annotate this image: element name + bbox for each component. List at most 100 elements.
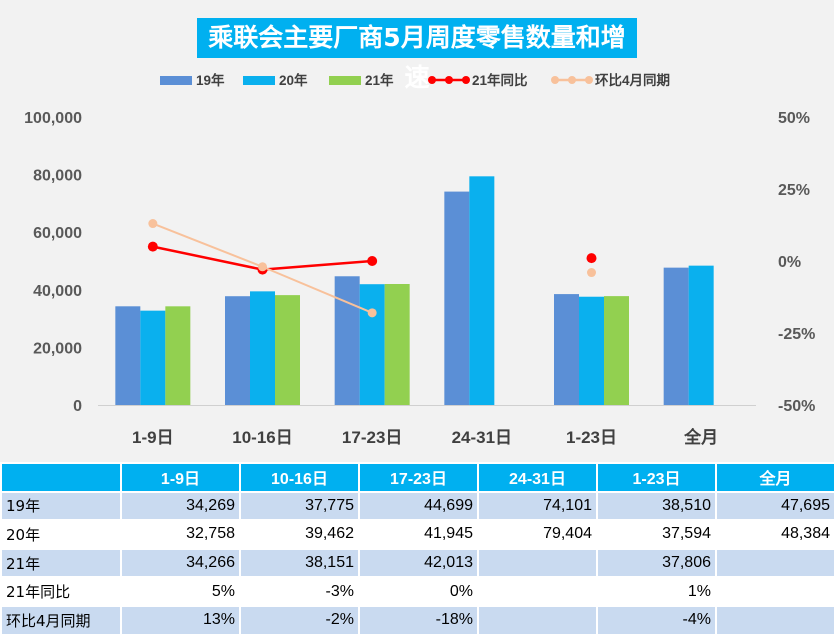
- table-row: 21年 34,266 38,151 42,013 37,806: [0, 547, 834, 579]
- y-tick-label-left: 40,000: [33, 283, 82, 300]
- bar-19年: [444, 191, 470, 405]
- table-cell: 74,101: [477, 490, 598, 522]
- y-axis-left: 0 20,000 40,000 60,000 80,000 100,000: [24, 110, 82, 415]
- legend-swatch: [243, 76, 275, 85]
- bar-20年: [579, 296, 604, 405]
- bar-21年: [604, 296, 629, 405]
- chart-title: 乘联会主要厂商5月周度零售数量和增速: [197, 18, 637, 92]
- table-cell: 37,806: [596, 547, 717, 579]
- line-point-环比4月同期: [148, 219, 158, 229]
- table-row: 19年 34,269 37,775 44,699 74,101 38,510 4…: [0, 490, 834, 522]
- x-tick-label: 17-23日: [342, 428, 402, 447]
- row-label: 20年: [0, 519, 122, 550]
- table-row: 21年同比 5% -3% 0% 1%: [0, 576, 834, 607]
- row-label: 19年: [0, 490, 122, 522]
- table-header: 全月: [715, 462, 834, 493]
- bar-21年: [165, 306, 191, 405]
- data-table: 1-9日 10-16日 17-23日 24-31日 1-23日 全月 19年 3…: [0, 462, 834, 636]
- legend-swatch-marker: [551, 76, 559, 84]
- line-point-21年同比: [367, 256, 378, 266]
- bar-20年: [140, 310, 166, 405]
- table-header: 24-31日: [477, 462, 598, 493]
- x-tick-label: 10-16日: [232, 428, 292, 447]
- line-point-21年同比: [586, 253, 597, 264]
- x-tick-label: 1-23日: [566, 428, 617, 447]
- table-cell: 79,404: [477, 519, 598, 550]
- table-header: 1-9日: [120, 462, 241, 493]
- table-cell: 38,510: [596, 490, 717, 522]
- legend-label: 20年: [279, 72, 308, 88]
- table-cell: [477, 547, 598, 579]
- bar-19年: [334, 276, 360, 405]
- table-cell: 0%: [358, 576, 479, 607]
- line-point-21年同比: [147, 241, 158, 252]
- bar-21年: [384, 284, 410, 405]
- legend-swatch-marker: [462, 76, 470, 84]
- table-cell: [715, 547, 834, 579]
- x-axis-labels: 1-9日 10-16日 17-23日 24-31日 1-23日 全月: [132, 427, 718, 447]
- legend-label: 环比4月同期: [595, 72, 670, 88]
- table-corner: [0, 462, 122, 493]
- table-cell: -2%: [239, 604, 360, 636]
- table-cell: 13%: [120, 604, 241, 636]
- table-row: 20年 32,758 39,462 41,945 79,404 37,594 4…: [0, 519, 834, 550]
- y-tick-label-right: 25%: [778, 182, 810, 199]
- table-cell: 38,151: [239, 547, 360, 579]
- line-segment-环比4月同期: [152, 222, 263, 268]
- table-cell: 47,695: [715, 490, 834, 522]
- y-tick-label-right: 50%: [778, 110, 810, 127]
- bar-20年: [688, 265, 714, 405]
- legend-label: 21年: [365, 72, 394, 88]
- line-segment-21年同比: [152, 245, 263, 271]
- legend-swatch-marker: [585, 76, 593, 84]
- row-label: 21年同比: [0, 576, 122, 607]
- row-label: 环比4月同期: [0, 604, 122, 636]
- table-cell: [477, 576, 598, 607]
- bar-19年: [115, 306, 141, 405]
- y-tick-label-left: 0: [73, 398, 82, 415]
- bar-20年: [359, 284, 385, 405]
- bar-21年: [275, 295, 300, 405]
- bars: [115, 176, 714, 405]
- legend-swatch-marker: [445, 76, 453, 84]
- table-cell: 32,758: [120, 519, 241, 550]
- table-cell: 34,269: [120, 490, 241, 522]
- table-header-row: 1-9日 10-16日 17-23日 24-31日 1-23日 全月: [0, 462, 834, 493]
- table-cell: 41,945: [358, 519, 479, 550]
- table-header: 10-16日: [239, 462, 360, 493]
- legend-label: 19年: [196, 72, 225, 88]
- y-tick-label-right: -25%: [778, 326, 815, 343]
- table-cell: 5%: [120, 576, 241, 607]
- table-cell: -4%: [596, 604, 717, 636]
- line-segment-环比4月同期: [262, 265, 373, 314]
- table-header: 17-23日: [358, 462, 479, 493]
- y-tick-label-left: 100,000: [24, 110, 82, 127]
- line-point-环比4月同期: [367, 308, 377, 318]
- x-tick-label: 1-9日: [132, 428, 174, 447]
- table-cell: 37,594: [596, 519, 717, 550]
- x-tick-label: 24-31日: [452, 428, 512, 447]
- table-cell: -18%: [358, 604, 479, 636]
- row-label: 21年: [0, 547, 122, 579]
- table-cell: 34,266: [120, 547, 241, 579]
- table-cell: 39,462: [239, 519, 360, 550]
- bar-20年: [469, 176, 495, 405]
- table-header: 1-23日: [596, 462, 717, 493]
- legend-swatch: [160, 76, 192, 85]
- table-cell: 44,699: [358, 490, 479, 522]
- table-cell: 48,384: [715, 519, 834, 550]
- legend-swatch: [329, 76, 361, 85]
- chart-area: 乘联会主要厂商5月周度零售数量和增速 19年 20年 21年 21年同比 环比4月同期 …: [0, 0, 834, 462]
- table-cell: [715, 604, 834, 636]
- legend-swatch-marker: [568, 76, 576, 84]
- line-segment-21年同比: [262, 259, 373, 271]
- bar-19年: [554, 294, 579, 405]
- table-cell: -3%: [239, 576, 360, 607]
- legend: 19年 20年 21年 21年同比 环比4月同期: [160, 72, 670, 88]
- table-cell: [477, 604, 598, 636]
- chart-svg: 19年 20年 21年 21年同比 环比4月同期 0 20,000 40,000 60,000…: [24, 72, 815, 447]
- y-tick-label-left: 60,000: [33, 225, 82, 242]
- lines: [147, 219, 597, 318]
- bar-19年: [225, 296, 250, 405]
- y-tick-label-left: 20,000: [33, 340, 82, 357]
